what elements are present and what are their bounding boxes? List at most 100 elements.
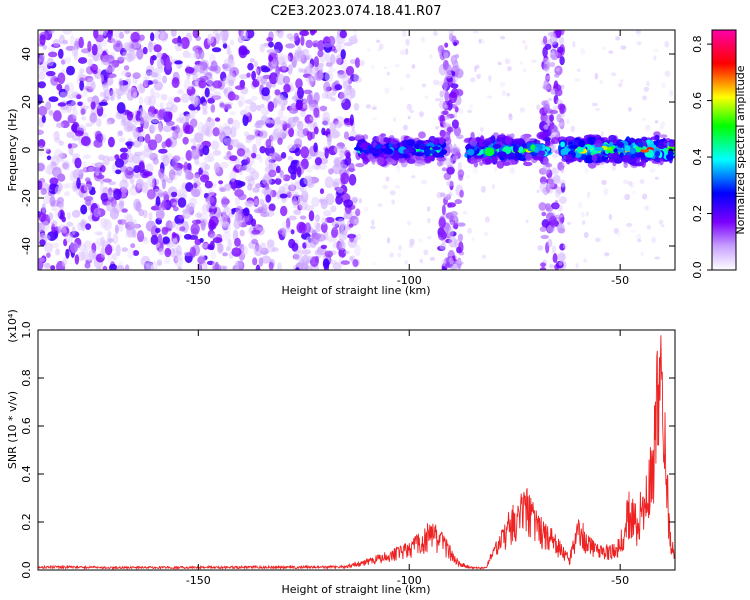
heatmap-cell xyxy=(204,163,211,171)
heatmap-cell xyxy=(250,96,258,101)
heatmap-cell xyxy=(203,261,208,270)
heatmap-cell xyxy=(499,81,506,88)
heatmap-cell xyxy=(394,185,401,189)
heatmap-cell xyxy=(559,104,565,115)
heatmap-cell xyxy=(277,109,284,120)
heatmap-cell xyxy=(230,39,235,46)
heatmap-cell xyxy=(473,160,479,168)
heatmap-cell xyxy=(353,218,360,225)
heatmap-cell xyxy=(38,57,41,66)
heatmap-cell xyxy=(292,195,299,202)
heatmap-cell xyxy=(102,30,107,36)
heatmap-cell xyxy=(448,30,455,35)
heatmap-cell xyxy=(197,256,206,264)
heatmap-cell xyxy=(96,231,103,236)
heatmap-cell xyxy=(551,167,559,175)
heatmap-panel: -150 -100 -50 -40 -20 0 20 40 Height of straig… xyxy=(6,29,676,297)
heatmap-cell xyxy=(646,224,651,230)
heatmap-cell xyxy=(429,256,436,261)
heatmap-cell xyxy=(476,157,482,163)
heatmap-cell xyxy=(124,264,130,270)
heatmap-cell xyxy=(547,238,553,248)
heatmap-cell xyxy=(126,152,134,163)
heatmap-cell xyxy=(319,105,328,112)
heatmap-cell xyxy=(199,174,210,183)
heatmap-cell xyxy=(508,114,513,121)
heatmap-cell xyxy=(663,140,668,146)
heatmap-cell xyxy=(583,232,589,238)
snr-x-ticks: -150 -100 -50 xyxy=(186,330,629,587)
heatmap-cell xyxy=(554,65,563,76)
colorbar-tick-label: 0.2 xyxy=(691,205,704,223)
heatmap-cell xyxy=(162,155,170,167)
heatmap-cell xyxy=(421,83,427,88)
heatmap-cell xyxy=(120,84,128,92)
heatmap-cell xyxy=(325,217,335,223)
heatmap-cell xyxy=(269,72,278,85)
heatmap-cell xyxy=(540,234,549,240)
heatmap-cell xyxy=(462,210,468,215)
heatmap-cell xyxy=(575,263,579,269)
heatmap-cell xyxy=(114,158,125,168)
heatmap-cell xyxy=(58,202,64,210)
heatmap-cell xyxy=(565,154,573,161)
heatmap-cell xyxy=(409,238,415,246)
heatmap-cell xyxy=(539,267,547,270)
heatmap-cell xyxy=(167,111,173,119)
x-tick-label: -50 xyxy=(611,574,629,587)
heatmap-cell xyxy=(302,103,309,109)
heatmap-cell xyxy=(222,265,228,270)
heatmap-cell xyxy=(63,238,68,247)
snr-y-axis-label: SNR (10 * v/v) xyxy=(6,391,19,469)
heatmap-cell xyxy=(237,35,245,44)
heatmap-cell xyxy=(660,121,666,128)
heatmap-cell xyxy=(51,242,60,249)
heatmap-cell xyxy=(336,187,344,194)
heatmap-cell xyxy=(245,30,255,39)
heatmap-cell xyxy=(301,230,307,235)
heatmap-cell xyxy=(230,126,237,138)
heatmap-cell xyxy=(255,264,261,270)
heatmap-cell xyxy=(325,62,333,67)
heatmap-cell xyxy=(246,72,251,78)
heatmap-cell xyxy=(484,231,489,237)
heatmap-cell xyxy=(132,91,138,100)
heatmap-cell xyxy=(146,111,153,122)
heatmap-cell xyxy=(389,138,399,145)
heatmap-cell xyxy=(247,183,253,191)
heatmap-cell xyxy=(125,214,134,225)
heatmap-cell xyxy=(389,190,396,196)
heatmap-cell xyxy=(353,72,360,84)
heatmap-cell xyxy=(112,233,119,245)
heatmap-cell xyxy=(415,140,425,145)
heatmap-cell xyxy=(73,48,79,61)
heatmap-cell xyxy=(471,237,475,242)
heatmap-cell xyxy=(530,59,537,63)
heatmap-cell xyxy=(80,219,86,232)
heatmap-cell xyxy=(228,54,234,64)
heatmap-cell xyxy=(274,177,282,185)
heatmap-cell xyxy=(444,90,450,102)
heatmap-cell xyxy=(436,191,443,199)
heatmap-cell xyxy=(150,32,155,42)
heatmap-cell xyxy=(423,249,429,256)
heatmap-cell xyxy=(106,200,112,212)
heatmap-cell xyxy=(605,159,610,164)
heatmap-cell xyxy=(197,121,205,133)
heatmap-cell xyxy=(154,67,164,74)
heatmap-cell xyxy=(631,162,640,167)
heatmap-cell xyxy=(652,48,659,53)
heatmap-cell xyxy=(210,251,217,260)
heatmap-cell xyxy=(244,200,254,207)
snr-series-line xyxy=(38,335,675,570)
heatmap-cell xyxy=(102,178,112,183)
heatmap-cell xyxy=(654,176,659,180)
heatmap-cell xyxy=(549,109,558,115)
heatmap-cell xyxy=(100,246,106,259)
heatmap-cell xyxy=(279,193,288,199)
heatmap-cell xyxy=(268,203,276,212)
heatmap-cell xyxy=(142,76,149,88)
heatmap-cell xyxy=(256,104,262,112)
heatmap-cell xyxy=(227,72,236,84)
heatmap-cell xyxy=(281,221,287,228)
